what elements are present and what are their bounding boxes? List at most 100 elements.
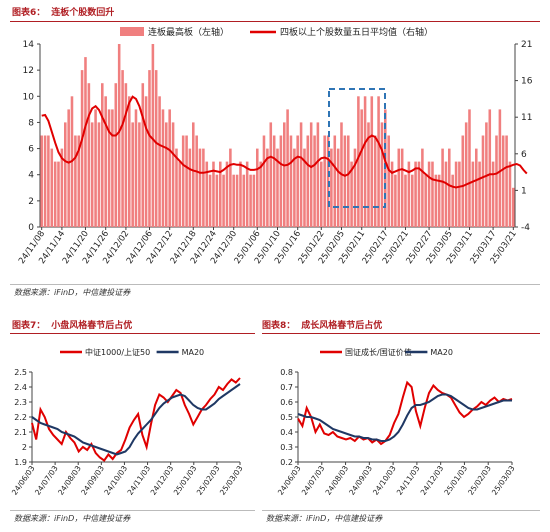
y-tick-label: 0.5 — [280, 413, 293, 422]
bar — [242, 174, 246, 227]
bar — [107, 109, 111, 227]
figure8-label: 图表8： — [262, 321, 296, 331]
y-left-tick-label: 12 — [23, 66, 34, 76]
y-right-tick-label: 11 — [521, 113, 532, 123]
bar — [219, 161, 222, 227]
bar — [148, 70, 151, 227]
y-tick-label: 0.8 — [280, 368, 293, 377]
bar — [414, 161, 417, 227]
bar — [336, 148, 340, 227]
x-tick-label: 25/03/03 — [218, 464, 245, 497]
y-left-tick-label: 2 — [28, 197, 34, 207]
bar — [141, 83, 145, 227]
figure6-source: 数据来源：iFinD，中信建投证券 — [14, 288, 131, 297]
bar — [114, 83, 118, 227]
bar — [508, 161, 512, 227]
bar — [161, 109, 165, 227]
bar — [424, 174, 427, 227]
y-tick-label: 2.3 — [14, 398, 27, 407]
bar — [77, 135, 81, 227]
bar — [144, 96, 148, 227]
bar — [491, 161, 495, 227]
bar — [256, 148, 259, 227]
series-ratio-line — [297, 380, 513, 446]
bar — [377, 96, 380, 227]
bar — [454, 161, 458, 227]
y-tick-label: 2 — [22, 443, 27, 452]
bar — [437, 174, 441, 227]
bar — [239, 161, 242, 227]
figure7-title: 图表7： 小盘风格春节后占优 — [12, 318, 132, 331]
legend-line-label: 四板以上个股数量五日平均值（右轴） — [280, 26, 433, 38]
bar — [320, 161, 323, 227]
bar — [57, 161, 60, 227]
figure8-title-text: 成长风格春节后占优 — [301, 321, 383, 331]
bar — [53, 161, 57, 227]
figure6-title: 图表6： 连板个股数回升 — [12, 5, 114, 18]
bar — [84, 57, 87, 227]
y-right-tick-label: -4 — [521, 223, 530, 233]
bar — [101, 83, 104, 227]
figure6-label: 图表6： — [12, 8, 46, 18]
legend-bar-swatch — [120, 27, 144, 36]
bar — [104, 96, 107, 227]
bar — [50, 148, 54, 227]
series-line — [41, 95, 528, 189]
bar — [188, 148, 192, 227]
bar — [441, 148, 444, 227]
bar — [481, 135, 485, 227]
bar — [80, 70, 84, 227]
y-tick-label: 2.5 — [14, 368, 27, 377]
y-tick-label: 2.4 — [14, 383, 27, 392]
bar — [306, 135, 310, 227]
bar — [380, 122, 384, 227]
figure8-source: 数据来源：iFinD，中信建投证券 — [266, 514, 383, 523]
bar — [87, 83, 91, 227]
series-ratio-line — [31, 377, 241, 462]
bar — [269, 122, 273, 227]
y-tick-label: 1.9 — [14, 458, 27, 467]
bar — [353, 148, 357, 227]
bar — [343, 135, 347, 227]
figure8-source-rule — [262, 510, 540, 511]
bar — [505, 135, 508, 227]
bar — [259, 161, 262, 227]
figure6-chart: 02468101214-41611162124/11/0824/11/1424/… — [17, 26, 533, 266]
bar — [262, 135, 266, 227]
legend-ratio-label: 国证成长/国证价值 — [345, 347, 412, 357]
figure8-title-rule — [262, 333, 540, 334]
bar — [232, 174, 235, 227]
bar — [501, 135, 505, 227]
bar — [478, 161, 481, 227]
bar — [229, 148, 232, 227]
bar — [289, 135, 293, 227]
y-left-tick-label: 14 — [23, 40, 35, 50]
highlight-box — [328, 88, 386, 208]
bar — [434, 174, 438, 227]
y-right-tick-label: 1 — [521, 186, 527, 196]
bar — [245, 161, 249, 227]
y-right-tick-label: 16 — [521, 77, 533, 87]
bar — [67, 109, 70, 227]
bar — [357, 96, 360, 227]
bar — [404, 174, 407, 227]
bar — [421, 148, 424, 227]
bar — [205, 161, 209, 227]
legend-ratio-label: 中证1000/上证50 — [85, 347, 150, 357]
y-left-tick-label: 8 — [28, 118, 34, 128]
bar — [475, 148, 478, 227]
bar — [266, 148, 269, 227]
y-tick-label: 0.3 — [280, 443, 293, 452]
bar — [124, 83, 128, 227]
bar — [60, 148, 64, 227]
bar — [90, 122, 94, 227]
bar — [117, 44, 121, 227]
bar — [235, 174, 239, 227]
bar — [154, 70, 158, 227]
bar — [427, 161, 431, 227]
bar — [370, 96, 374, 227]
y-right-tick-label: 21 — [521, 40, 532, 50]
y-left-tick-label: 6 — [28, 145, 34, 155]
bar — [175, 148, 178, 227]
y-left-tick-label: 10 — [23, 92, 35, 102]
